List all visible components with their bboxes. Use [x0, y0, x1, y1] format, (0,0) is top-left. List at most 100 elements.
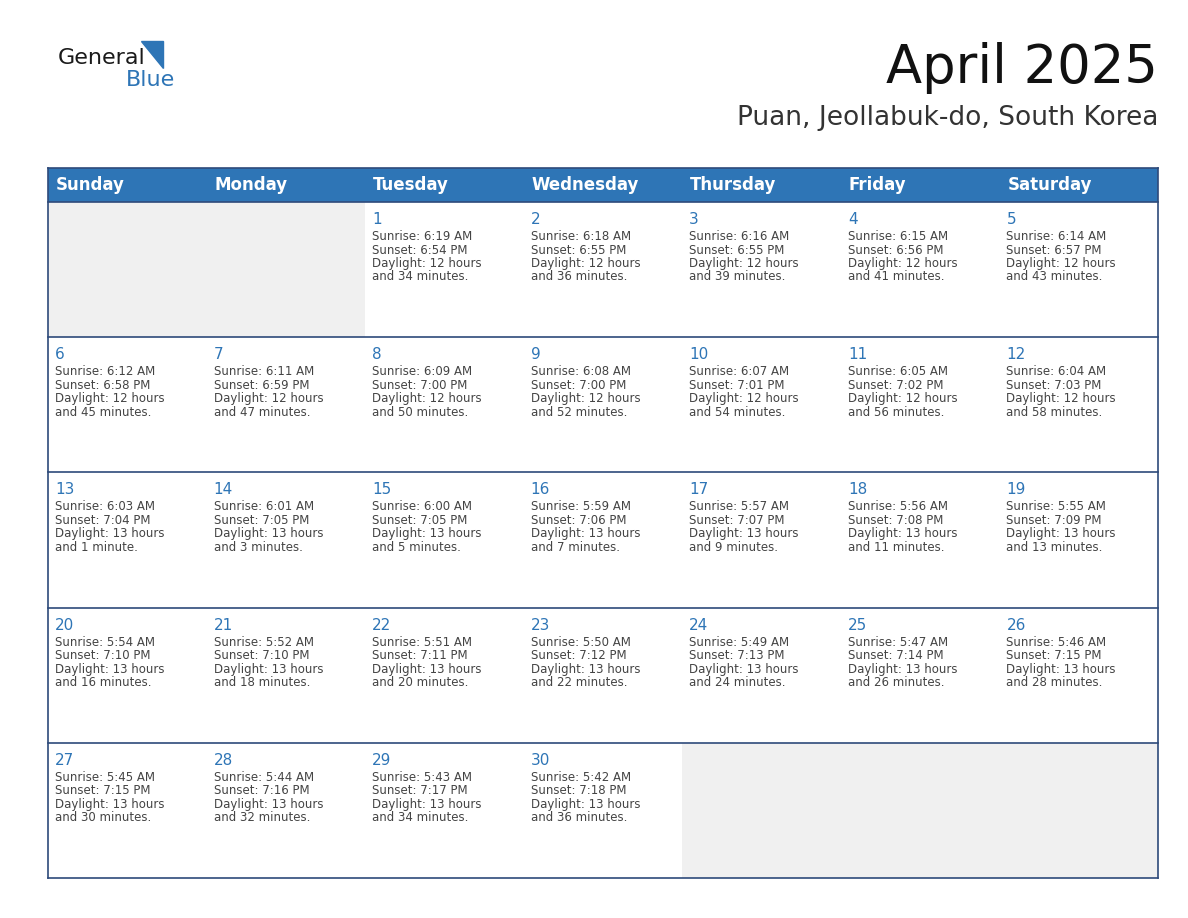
Text: Daylight: 13 hours: Daylight: 13 hours: [372, 528, 481, 541]
Text: 5: 5: [1006, 212, 1016, 227]
Text: Blue: Blue: [126, 70, 176, 90]
Text: Sunrise: 5:44 AM: Sunrise: 5:44 AM: [214, 771, 314, 784]
Text: 13: 13: [55, 482, 75, 498]
Bar: [999, 473, 1158, 608]
Text: 11: 11: [848, 347, 867, 363]
Text: Daylight: 12 hours: Daylight: 12 hours: [1006, 392, 1116, 405]
Text: and 39 minutes.: and 39 minutes.: [689, 271, 785, 284]
Text: 26: 26: [1006, 618, 1025, 633]
Text: Sunrise: 6:09 AM: Sunrise: 6:09 AM: [372, 365, 473, 378]
Bar: [841, 608, 999, 743]
Text: and 9 minutes.: and 9 minutes.: [689, 541, 778, 554]
Text: 1: 1: [372, 212, 381, 227]
Text: Sunset: 7:12 PM: Sunset: 7:12 PM: [531, 649, 626, 662]
Bar: [48, 202, 207, 337]
Text: Sunset: 7:15 PM: Sunset: 7:15 PM: [1006, 649, 1102, 662]
Text: and 36 minutes.: and 36 minutes.: [531, 271, 627, 284]
Text: and 36 minutes.: and 36 minutes.: [531, 812, 627, 824]
Text: Daylight: 13 hours: Daylight: 13 hours: [848, 528, 958, 541]
Text: Daylight: 12 hours: Daylight: 12 hours: [1006, 257, 1116, 270]
Text: 2: 2: [531, 212, 541, 227]
Text: 16: 16: [531, 482, 550, 498]
Text: Sunrise: 6:16 AM: Sunrise: 6:16 AM: [689, 230, 790, 243]
Text: and 41 minutes.: and 41 minutes.: [848, 271, 944, 284]
Bar: [682, 473, 841, 608]
Text: Sunrise: 5:43 AM: Sunrise: 5:43 AM: [372, 771, 472, 784]
Text: and 3 minutes.: and 3 minutes.: [214, 541, 303, 554]
Text: Daylight: 13 hours: Daylight: 13 hours: [531, 798, 640, 811]
Bar: [207, 608, 365, 743]
Bar: [524, 337, 682, 473]
Text: Sunset: 7:15 PM: Sunset: 7:15 PM: [55, 784, 151, 798]
Text: Daylight: 12 hours: Daylight: 12 hours: [689, 257, 798, 270]
Bar: [682, 202, 841, 337]
Text: Friday: Friday: [849, 176, 906, 194]
Bar: [841, 202, 999, 337]
Text: and 26 minutes.: and 26 minutes.: [848, 676, 944, 689]
Text: 18: 18: [848, 482, 867, 498]
Text: Sunrise: 5:47 AM: Sunrise: 5:47 AM: [848, 635, 948, 649]
Text: Sunrise: 5:59 AM: Sunrise: 5:59 AM: [531, 500, 631, 513]
Text: Sunset: 7:10 PM: Sunset: 7:10 PM: [55, 649, 151, 662]
Text: Thursday: Thursday: [690, 176, 777, 194]
Text: Daylight: 13 hours: Daylight: 13 hours: [214, 528, 323, 541]
Text: and 34 minutes.: and 34 minutes.: [372, 271, 468, 284]
Text: Daylight: 12 hours: Daylight: 12 hours: [214, 392, 323, 405]
Text: 25: 25: [848, 618, 867, 633]
Text: Daylight: 12 hours: Daylight: 12 hours: [55, 392, 165, 405]
Text: Daylight: 13 hours: Daylight: 13 hours: [214, 663, 323, 676]
Text: Sunrise: 6:05 AM: Sunrise: 6:05 AM: [848, 365, 948, 378]
Text: Sunrise: 5:57 AM: Sunrise: 5:57 AM: [689, 500, 789, 513]
Bar: [365, 743, 524, 878]
Text: Daylight: 12 hours: Daylight: 12 hours: [531, 392, 640, 405]
Text: Sunset: 6:59 PM: Sunset: 6:59 PM: [214, 379, 309, 392]
Text: Sunset: 6:54 PM: Sunset: 6:54 PM: [372, 243, 468, 256]
Text: Sunrise: 5:46 AM: Sunrise: 5:46 AM: [1006, 635, 1106, 649]
Text: Daylight: 12 hours: Daylight: 12 hours: [848, 257, 958, 270]
Text: Sunrise: 6:03 AM: Sunrise: 6:03 AM: [55, 500, 154, 513]
Text: 29: 29: [372, 753, 392, 767]
Bar: [207, 743, 365, 878]
Text: Wednesday: Wednesday: [532, 176, 639, 194]
Text: 7: 7: [214, 347, 223, 363]
Text: Sunset: 7:06 PM: Sunset: 7:06 PM: [531, 514, 626, 527]
Text: Sunset: 7:03 PM: Sunset: 7:03 PM: [1006, 379, 1101, 392]
Text: 28: 28: [214, 753, 233, 767]
Text: Sunset: 7:05 PM: Sunset: 7:05 PM: [214, 514, 309, 527]
Text: Sunset: 7:10 PM: Sunset: 7:10 PM: [214, 649, 309, 662]
Text: and 43 minutes.: and 43 minutes.: [1006, 271, 1102, 284]
Bar: [999, 743, 1158, 878]
Text: 27: 27: [55, 753, 74, 767]
Text: Sunset: 7:09 PM: Sunset: 7:09 PM: [1006, 514, 1102, 527]
Text: and 5 minutes.: and 5 minutes.: [372, 541, 461, 554]
Text: 19: 19: [1006, 482, 1025, 498]
Bar: [841, 337, 999, 473]
Text: and 20 minutes.: and 20 minutes.: [372, 676, 468, 689]
Text: 3: 3: [689, 212, 699, 227]
Text: Sunset: 7:07 PM: Sunset: 7:07 PM: [689, 514, 785, 527]
Text: Sunset: 7:11 PM: Sunset: 7:11 PM: [372, 649, 468, 662]
Text: Sunset: 6:55 PM: Sunset: 6:55 PM: [689, 243, 784, 256]
Text: Sunrise: 6:15 AM: Sunrise: 6:15 AM: [848, 230, 948, 243]
Text: Sunset: 7:02 PM: Sunset: 7:02 PM: [848, 379, 943, 392]
Text: Daylight: 13 hours: Daylight: 13 hours: [531, 663, 640, 676]
Text: Sunset: 7:16 PM: Sunset: 7:16 PM: [214, 784, 309, 798]
Text: April 2025: April 2025: [886, 42, 1158, 94]
Text: Daylight: 13 hours: Daylight: 13 hours: [848, 663, 958, 676]
Text: and 58 minutes.: and 58 minutes.: [1006, 406, 1102, 419]
Text: Daylight: 13 hours: Daylight: 13 hours: [1006, 528, 1116, 541]
Text: 23: 23: [531, 618, 550, 633]
Text: Sunrise: 6:14 AM: Sunrise: 6:14 AM: [1006, 230, 1107, 243]
Text: and 7 minutes.: and 7 minutes.: [531, 541, 620, 554]
Text: Sunset: 7:00 PM: Sunset: 7:00 PM: [372, 379, 468, 392]
Text: and 18 minutes.: and 18 minutes.: [214, 676, 310, 689]
Text: Daylight: 12 hours: Daylight: 12 hours: [372, 392, 482, 405]
Text: and 45 minutes.: and 45 minutes.: [55, 406, 151, 419]
Bar: [524, 743, 682, 878]
Text: Sunrise: 6:11 AM: Sunrise: 6:11 AM: [214, 365, 314, 378]
Text: Daylight: 13 hours: Daylight: 13 hours: [531, 528, 640, 541]
Text: Tuesday: Tuesday: [373, 176, 449, 194]
Bar: [365, 202, 524, 337]
Text: Sunset: 7:04 PM: Sunset: 7:04 PM: [55, 514, 151, 527]
Text: Sunrise: 5:50 AM: Sunrise: 5:50 AM: [531, 635, 631, 649]
